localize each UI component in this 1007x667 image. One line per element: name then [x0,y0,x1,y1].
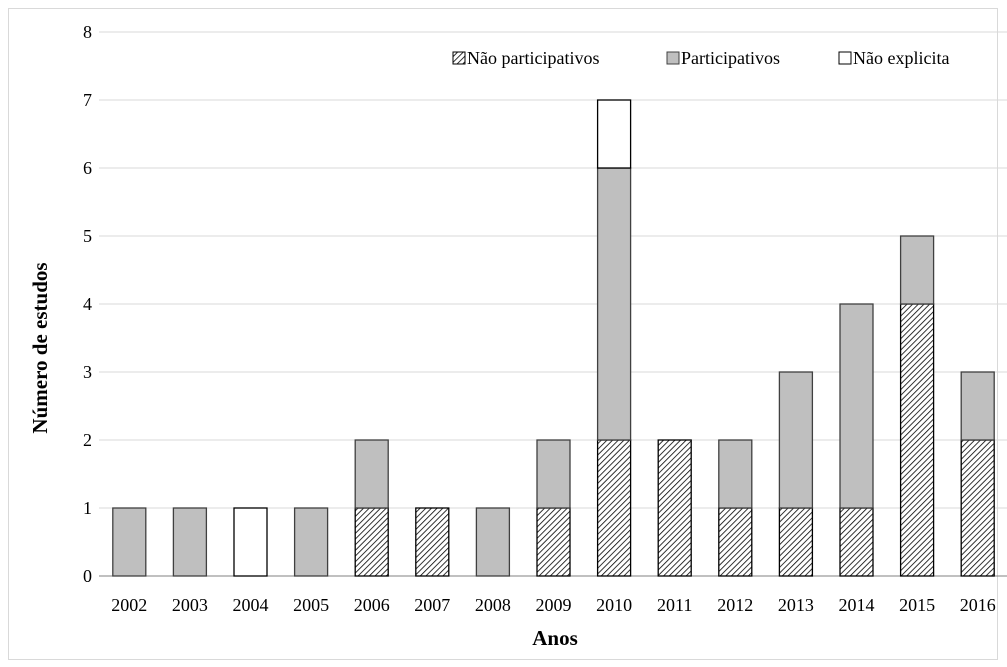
y-tick-label: 0 [83,566,92,586]
x-tick-labels: 2002 2003 2004 2005 2006 2007 2008 2009 2010 2011… [111,595,995,615]
x-tick-label: 2011 [657,595,692,615]
x-tick-label: 2012 [717,595,753,615]
bar-segment [960,371,995,441]
bar-segment [899,303,935,577]
x-tick-label: 2005 [293,595,329,615]
legend: Não participativos Participativos Não ex… [452,48,949,68]
bar-segment [960,439,995,577]
legend-swatch-nao-explicita [838,51,852,65]
bar-segment [415,507,450,577]
bar-segment [839,303,874,509]
y-axis-title: Número de estudos [28,262,52,433]
y-tick-label: 7 [83,90,92,110]
bar-segment [718,507,753,577]
x-axis-title: Anos [532,626,578,650]
legend-label-participativos: Participativos [681,48,780,68]
x-tick-label: 2014 [839,595,875,615]
legend-label-nao-participativos: Não participativos [467,48,599,68]
x-tick-label: 2002 [111,595,147,615]
bars [112,99,995,577]
bar-segment [354,439,389,509]
y-tick-labels: 0 1 2 3 4 5 6 7 8 [83,22,92,586]
y-tick-label: 5 [83,226,92,246]
y-tick-label: 3 [83,362,92,382]
legend-item-participativos: Participativos [666,48,780,68]
y-tick-label: 4 [83,294,92,314]
x-tick-label: 2013 [778,595,814,615]
x-tick-label: 2016 [960,595,996,615]
bar-segment [778,507,814,577]
bar-segment [596,99,632,169]
x-tick-label: 2006 [354,595,390,615]
x-tick-label: 2007 [414,595,450,615]
bar-segment [657,439,692,577]
y-tick-label: 1 [83,498,92,518]
y-tick-label: 6 [83,158,92,178]
y-tick-label: 2 [83,430,92,450]
x-tick-label: 2015 [899,595,935,615]
bar-segment [475,507,511,577]
legend-swatch-participativos [666,51,680,65]
x-tick-label: 2008 [475,595,511,615]
legend-swatch-nao-participativos [452,51,466,65]
bar-segment [233,507,268,577]
legend-item-nao-participativos: Não participativos [452,48,599,68]
bar-segment [778,371,814,509]
bar-segment [354,507,389,577]
x-tick-label: 2010 [596,595,632,615]
legend-item-nao-explicita: Não explicita [838,48,949,68]
bar-segment [536,439,571,509]
x-tick-label: 2009 [536,595,572,615]
bar-segment [596,167,632,441]
x-tick-label: 2004 [233,595,269,615]
bar-segment [596,439,632,577]
x-tick-label: 2003 [172,595,208,615]
bar-segment [839,507,874,577]
bar-segment [112,507,147,577]
bar-segment [172,507,208,577]
bar-segment [293,507,329,577]
bar-segment [899,235,935,305]
bar-segment [718,439,753,509]
bar-segment [536,507,571,577]
y-tick-label: 8 [83,22,92,42]
legend-label-nao-explicita: Não explicita [853,48,949,68]
